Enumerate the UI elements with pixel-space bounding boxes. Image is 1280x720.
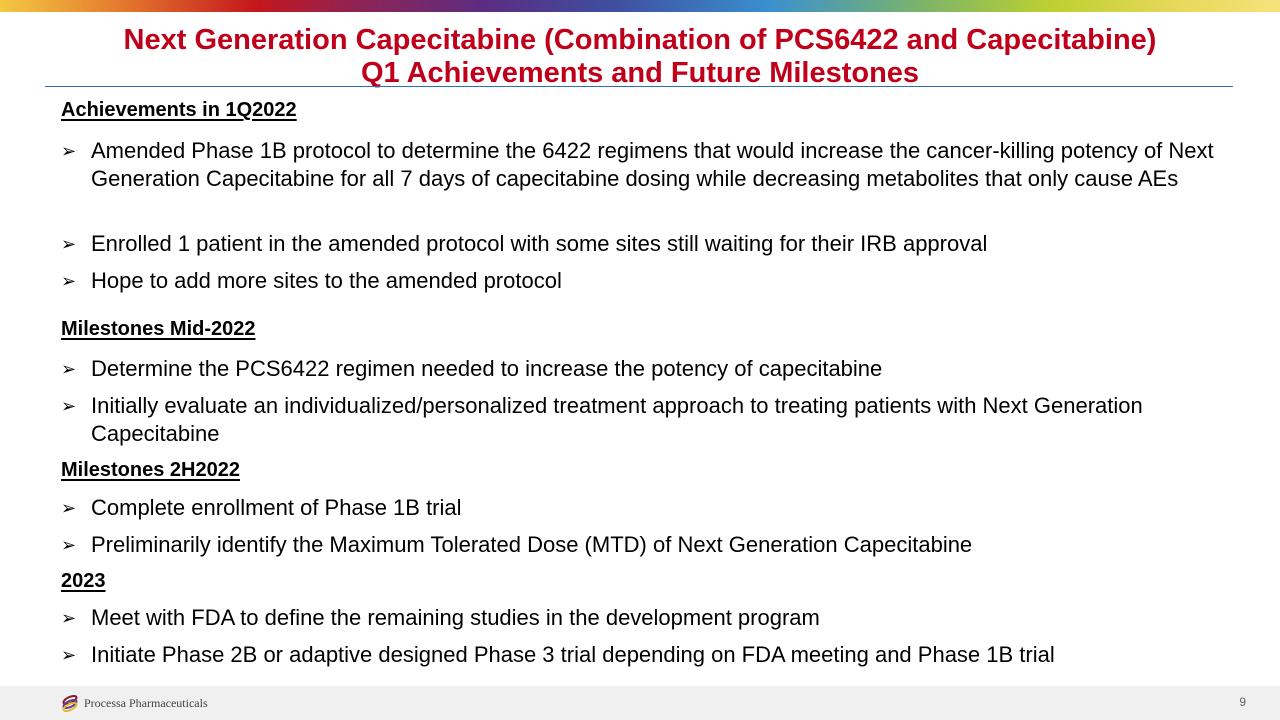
page-number: 9 (1239, 695, 1246, 709)
bullet: ➢ Initially evaluate an individualized/pe… (61, 392, 1221, 448)
bullet-text: Preliminarily identify the Maximum Toler… (91, 532, 973, 557)
processa-logo-icon (62, 694, 78, 712)
heading-milestones-mid-2022: Milestones Mid-2022 (61, 318, 256, 340)
bullet: ➢ Determine the PCS6422 regimen needed to… (61, 355, 1221, 383)
heading-2023: 2023 (61, 570, 106, 592)
company-logo: Processa Pharmaceuticals (60, 694, 208, 712)
arrow-bullet-icon: ➢ (61, 234, 77, 254)
arrow-bullet-icon: ➢ (61, 359, 77, 379)
bullet-text: Initially evaluate an individualized/per… (91, 393, 1143, 446)
arrow-bullet-icon: ➢ (61, 608, 77, 628)
bullet: ➢ Amended Phase 1B protocol to determine … (61, 137, 1221, 193)
bullet-text: Initiate Phase 2B or adaptive designed P… (91, 642, 1055, 667)
bullet: ➢ Complete enrollment of Phase 1B trial (61, 494, 1221, 522)
bullet-text: Amended Phase 1B protocol to determine t… (91, 138, 1214, 191)
bullet: ➢ Initiate Phase 2B or adaptive designed … (61, 641, 1221, 669)
bullet: ➢ Meet with FDA to define the remaining s… (61, 604, 1221, 632)
arrow-bullet-icon: ➢ (61, 141, 77, 161)
heading-achievements: Achievements in 1Q2022 (61, 99, 297, 121)
bullet-text: Meet with FDA to define the remaining st… (91, 605, 820, 630)
slide-footer: Processa Pharmaceuticals 9 (0, 686, 1280, 720)
bullet-text: Enrolled 1 patient in the amended protoc… (91, 231, 988, 256)
title-divider (45, 86, 1233, 87)
bullet: ➢ Preliminarily identify the Maximum Tole… (61, 531, 1221, 559)
company-name: Processa Pharmaceuticals (84, 695, 208, 710)
arrow-bullet-icon: ➢ (61, 535, 77, 555)
bullet: ➢ Enrolled 1 patient in the amended proto… (61, 230, 1221, 258)
top-gradient-bar (0, 0, 1280, 12)
arrow-bullet-icon: ➢ (61, 271, 77, 291)
bullet-text: Determine the PCS6422 regimen needed to … (91, 356, 883, 381)
bullet-text: Complete enrollment of Phase 1B trial (91, 495, 462, 520)
slide-title-line1: Next Generation Capecitabine (Combinatio… (123, 24, 1157, 56)
arrow-bullet-icon: ➢ (61, 396, 77, 416)
arrow-bullet-icon: ➢ (61, 645, 77, 665)
heading-milestones-2h2022: Milestones 2H2022 (61, 459, 240, 481)
bullet-text: Hope to add more sites to the amended pr… (91, 268, 562, 293)
arrow-bullet-icon: ➢ (61, 498, 77, 518)
bullet: ➢ Hope to add more sites to the amended p… (61, 267, 1221, 295)
slide-title-line2: Q1 Achievements and Future Milestones (360, 57, 920, 89)
